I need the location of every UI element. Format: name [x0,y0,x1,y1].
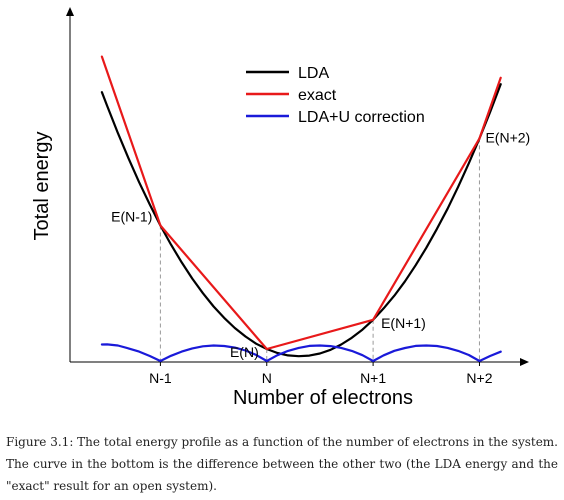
point-label-3: E(N+2) [485,129,530,145]
x-ticks: N-1 N N+1 N+2 [149,362,493,386]
y-axis-arrow [66,7,74,16]
point-label-2: E(N+1) [381,315,426,331]
legend-label-exact: exact [298,87,337,104]
point-labels: E(N-1) E(N) E(N+1) E(N+2) [111,129,530,360]
x-tick-label-1: N [262,370,272,386]
point-label-1: E(N) [230,344,259,360]
x-axis-arrow [520,358,529,366]
exact-curve [100,55,502,351]
x-axis-label: Number of electrons [233,387,413,409]
series-layer [100,55,502,363]
correction-curve [100,343,502,363]
lda-curve [100,83,502,358]
legend-label-correction: LDA+U correction [298,109,425,126]
figure-caption: Figure 3.1: The total energy profile as … [6,435,558,493]
drop-lines [159,138,480,362]
y-axis-label: Total energy [31,132,53,241]
x-tick-label-0: N-1 [149,370,172,386]
legend: LDA exact LDA+U correction [246,65,425,126]
x-tick-label-2: N+1 [360,370,386,386]
x-tick-label-3: N+2 [466,370,492,386]
energy-chart: N-1 N N+1 N+2 E(N-1) E(N) E(N+1) E(N+2) Number… [31,7,530,409]
legend-label-lda: LDA [298,65,329,82]
point-label-0: E(N-1) [111,208,152,224]
